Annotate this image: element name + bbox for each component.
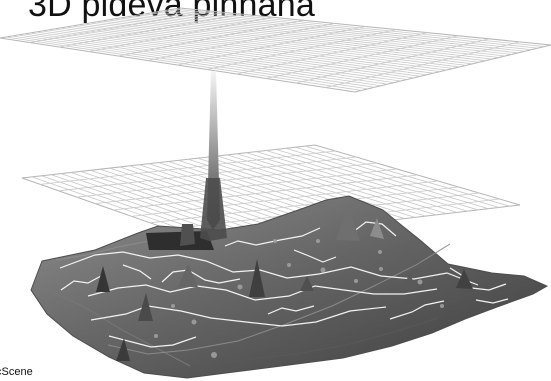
grid-line (76, 162, 377, 198)
page-title: 3D pideva pinnana (28, 0, 315, 24)
grid-line (295, 38, 490, 84)
grid-line (177, 26, 366, 66)
grid-line (40, 150, 336, 185)
terrain-spots (154, 239, 444, 358)
terrain-highlights (59, 221, 509, 348)
grid-line (118, 19, 304, 57)
grid-line (236, 32, 428, 75)
grid-line (58, 156, 357, 192)
grid-line (95, 168, 398, 204)
grid-line (29, 10, 211, 43)
grid-line (113, 174, 418, 211)
grid-line (131, 180, 439, 217)
grid-line (207, 29, 397, 70)
upper-grid-plane (0, 7, 551, 93)
grid-line (150, 186, 459, 224)
terrain-peaks (96, 71, 473, 361)
grid-line (147, 23, 335, 61)
grid-line (59, 13, 242, 48)
grid-line (325, 41, 521, 88)
grid-line (266, 35, 459, 79)
grid-line (88, 16, 273, 52)
watermark-text: cScene (0, 366, 33, 378)
